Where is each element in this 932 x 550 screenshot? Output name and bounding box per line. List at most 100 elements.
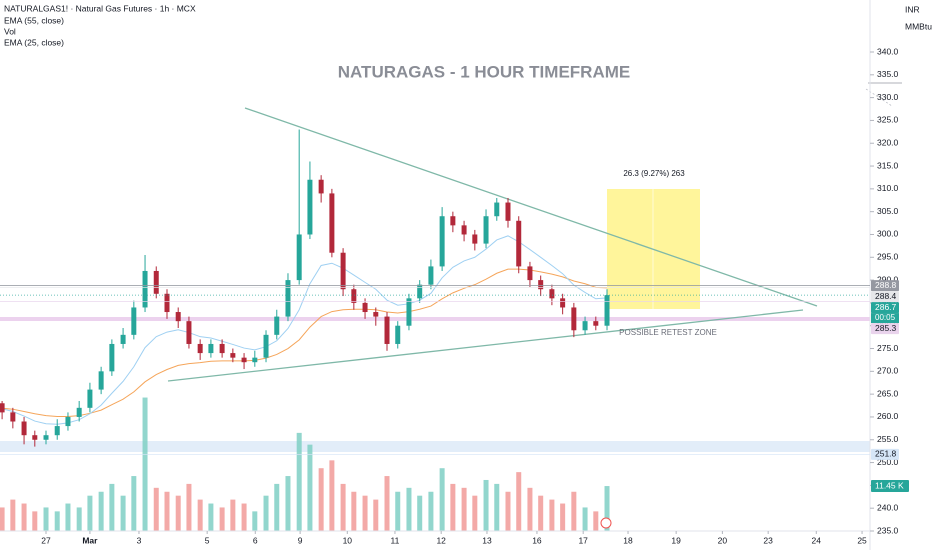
unit: MMBtu <box>905 21 932 31</box>
y-tick-label: 335.0 <box>877 69 899 79</box>
upper-trendline <box>244 107 818 307</box>
volume-bar <box>450 483 456 531</box>
y-tick-label: 330.0 <box>877 92 899 102</box>
volume-bar <box>571 491 577 531</box>
price-marker: 286.7 <box>875 302 897 312</box>
candle-body <box>329 193 335 253</box>
volume-bar <box>197 499 203 531</box>
volume-bar <box>472 495 478 531</box>
legend-entry: EMA (55, close) <box>4 15 64 25</box>
candle-body <box>208 343 214 354</box>
candle-body <box>98 371 104 390</box>
volume-bar <box>329 460 335 531</box>
y-tick-label: 240.0 <box>877 502 899 512</box>
price-marker-box <box>871 280 899 292</box>
volume-bar <box>0 507 5 531</box>
candle-body <box>197 343 203 354</box>
x-tick-label: 10 <box>343 535 353 545</box>
candle-body <box>395 325 401 344</box>
volume-bar <box>131 476 137 531</box>
volume-bar <box>318 468 324 531</box>
candle-body <box>285 280 291 317</box>
x-tick-label: 11 <box>391 535 400 545</box>
candle-body <box>494 202 500 217</box>
candle-body <box>230 353 236 358</box>
volume-bar <box>362 495 368 531</box>
x-tick-label: 20 <box>718 535 728 545</box>
candle-body <box>362 302 368 313</box>
volume-bar <box>428 491 434 531</box>
y-tick-label: 235.0 <box>877 525 899 535</box>
retest-band <box>0 317 870 321</box>
candle-body <box>351 289 357 303</box>
candle-body <box>252 357 258 363</box>
volume-bar <box>373 499 379 531</box>
chart-title: NATURAGAS - 1 HOUR TIMEFRAME <box>338 62 630 81</box>
volume-bar <box>395 491 401 531</box>
candle-body <box>505 202 511 221</box>
countdown: 00:05 <box>875 313 896 322</box>
volume-bar <box>582 507 588 531</box>
volume-bar <box>340 483 346 531</box>
candle-body <box>109 343 115 372</box>
candle-body <box>263 334 269 358</box>
volume-bar <box>208 503 214 531</box>
x-tick-label: 13 <box>482 535 492 545</box>
volume-layer <box>0 397 610 531</box>
volume-label: 11.45 K <box>875 480 904 490</box>
volume-bar <box>560 503 566 531</box>
volume-bar <box>142 397 148 531</box>
range-label: 26.3 (9.27%) 263 <box>623 169 685 178</box>
volume-bar <box>186 483 192 531</box>
volume-bar <box>164 491 170 531</box>
price-marker-box <box>871 291 899 303</box>
candle-body <box>406 298 412 326</box>
y-tick-label: 315.0 <box>877 160 899 170</box>
volume-bar <box>230 499 236 531</box>
price-marker: 285.3 <box>875 323 897 333</box>
candle-body <box>153 270 159 294</box>
volume-bar <box>483 479 489 531</box>
ema-layer <box>1 235 608 425</box>
volume-bar <box>439 468 445 531</box>
lower-trendline <box>167 309 804 382</box>
candle-body <box>450 216 456 226</box>
volume-bar <box>351 491 357 531</box>
volume-bar <box>54 511 60 531</box>
price-marker: 288.8 <box>875 280 897 290</box>
y-tick-label: 270.0 <box>877 366 899 376</box>
candle-body <box>32 435 38 440</box>
x-tick-label: 16 <box>532 535 542 545</box>
volume-bar <box>98 491 104 531</box>
volume-bar <box>461 487 467 531</box>
x-tick-label: 12 <box>436 535 446 545</box>
candle-body <box>549 289 555 299</box>
y-tick-label: 275.0 <box>877 343 899 353</box>
candle-body <box>186 321 192 344</box>
candle-body <box>21 421 27 436</box>
candle-body <box>10 412 16 422</box>
volume-bar <box>65 503 71 531</box>
candle-body <box>439 216 445 267</box>
x-tick-label: 5 <box>205 535 210 545</box>
volume-bar <box>21 503 27 531</box>
y-tick-label: 290.0 <box>877 274 899 284</box>
volume-bar <box>175 495 181 531</box>
volume-bar <box>109 483 115 531</box>
countdown-box <box>871 313 899 324</box>
volume-bar <box>494 483 500 531</box>
volume-bar <box>593 511 599 531</box>
price-marker: 251.8 <box>875 449 897 459</box>
volume-bar <box>153 487 159 531</box>
volume-bar <box>219 507 225 531</box>
x-tick-label: 17 <box>578 535 588 545</box>
candle-body <box>307 179 313 235</box>
candle-body <box>384 316 390 344</box>
volume-bar <box>274 483 280 531</box>
candle-body <box>593 321 599 326</box>
y-tick-label: 265.0 <box>877 388 899 398</box>
volume-bar <box>76 507 82 531</box>
replay-icon[interactable] <box>600 517 612 529</box>
